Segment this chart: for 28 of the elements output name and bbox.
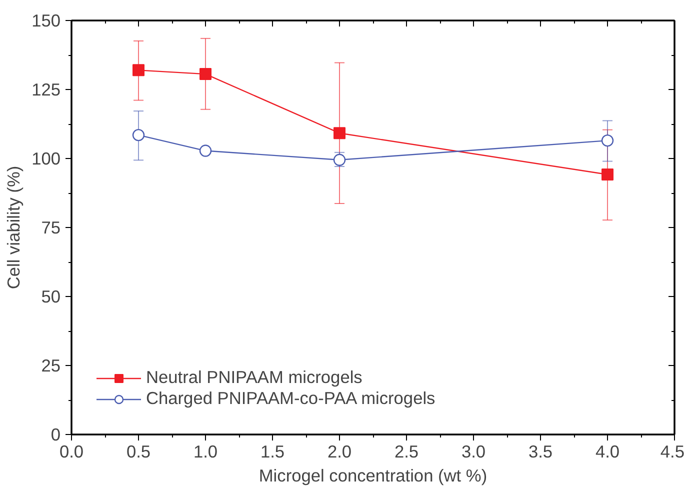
y-tick-label: 75 xyxy=(41,218,61,238)
x-tick-label: 0.5 xyxy=(126,442,151,462)
y-tick-label: 125 xyxy=(32,80,61,100)
point xyxy=(200,68,212,80)
x-tick-label: 1.5 xyxy=(260,442,285,462)
point xyxy=(132,64,144,76)
point xyxy=(602,168,614,181)
x-tick-label: 4.5 xyxy=(660,442,684,462)
x-tick-label: 0.0 xyxy=(59,442,84,462)
x-tick-label: 3.5 xyxy=(528,442,553,462)
y-tick-label: 25 xyxy=(41,356,61,376)
x-tick-label: 3.0 xyxy=(461,442,486,462)
y-tick-label: 150 xyxy=(32,10,61,30)
x-tick-label: 4.0 xyxy=(595,442,620,462)
y-axis-title: Cell viability (%) xyxy=(4,166,24,290)
x-tick-label: 2.5 xyxy=(394,442,419,462)
point xyxy=(199,144,212,157)
point xyxy=(334,127,346,140)
y-tick-label: 50 xyxy=(41,286,61,306)
point xyxy=(132,128,145,142)
x-tick-label: 1.0 xyxy=(193,442,218,462)
x-axis-title: Microgel concentration (wt %) xyxy=(258,466,488,486)
legend-label: Neutral PNIPAAM microgels xyxy=(146,367,362,388)
legend-label: Charged PNIPAAM-co-PAA microgels xyxy=(146,388,436,409)
y-tick-label: 100 xyxy=(32,148,61,168)
point xyxy=(601,134,614,147)
x-tick-label: 2.0 xyxy=(327,442,352,462)
y-tick-label: 0 xyxy=(50,424,61,444)
